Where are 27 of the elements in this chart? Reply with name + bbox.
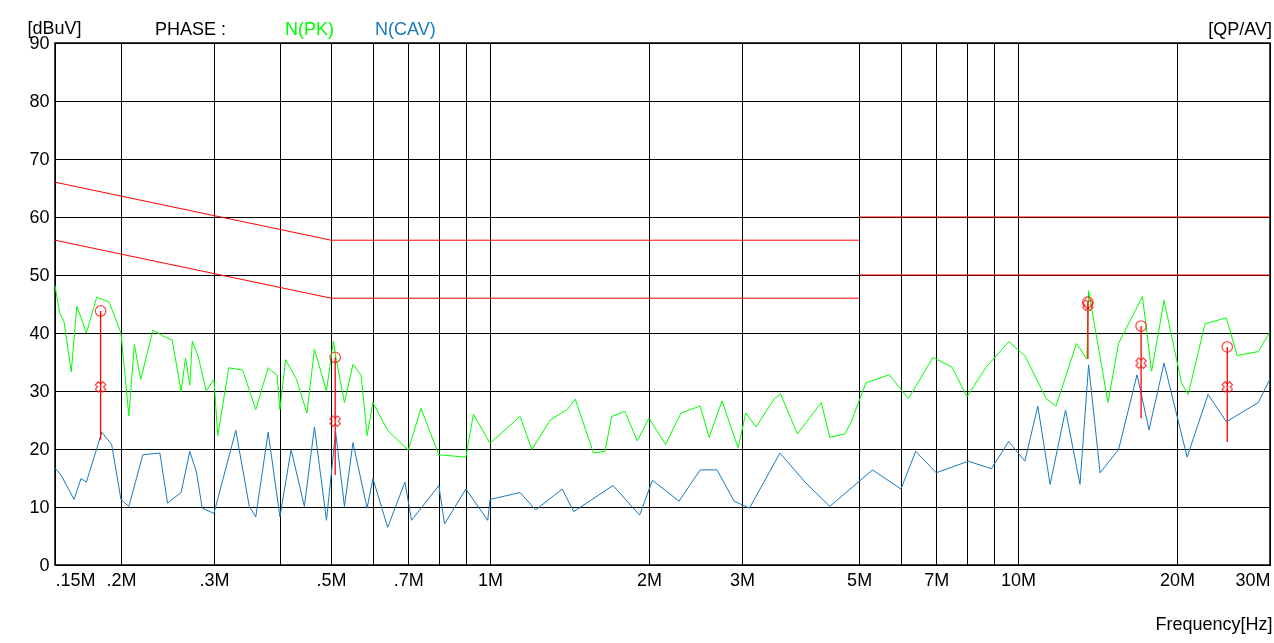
y-tick-label: 20: [29, 438, 50, 459]
text: N(CAV): [375, 19, 436, 39]
y-tick-label: 0: [39, 554, 50, 575]
x-tick-label: .2M: [106, 569, 137, 590]
text: PHASE :: [155, 19, 227, 39]
x-tick-label: .3M: [199, 569, 230, 590]
y-tick-label: 70: [29, 148, 50, 169]
x-tick-label: .5M: [316, 569, 347, 590]
x-axis-title: Frequency[Hz]: [1155, 613, 1273, 634]
x-tick-label: 3M: [729, 569, 755, 590]
x-tick-label: 10M: [1001, 569, 1037, 590]
x-tick-label: 5M: [847, 569, 873, 590]
text: N(PK): [285, 19, 334, 39]
x-tick-label: .15M: [55, 569, 96, 590]
y-tick-label: 50: [29, 264, 50, 285]
y-tick-label: 80: [29, 90, 50, 111]
x-tick-label: 7M: [924, 569, 950, 590]
x-tick-label: .7M: [393, 569, 424, 590]
x-tick-label: 20M: [1160, 569, 1196, 590]
x-tick-label: 1M: [478, 569, 504, 590]
text: [QP/AV]: [1208, 19, 1272, 39]
x-tick-label: 30M: [1235, 569, 1271, 590]
x-tick-label: 2M: [636, 569, 662, 590]
y-tick-label: 60: [29, 206, 50, 227]
y-tick-label: 40: [29, 322, 50, 343]
y-tick-label: 10: [29, 496, 50, 517]
y-tick-label: 30: [29, 380, 50, 401]
